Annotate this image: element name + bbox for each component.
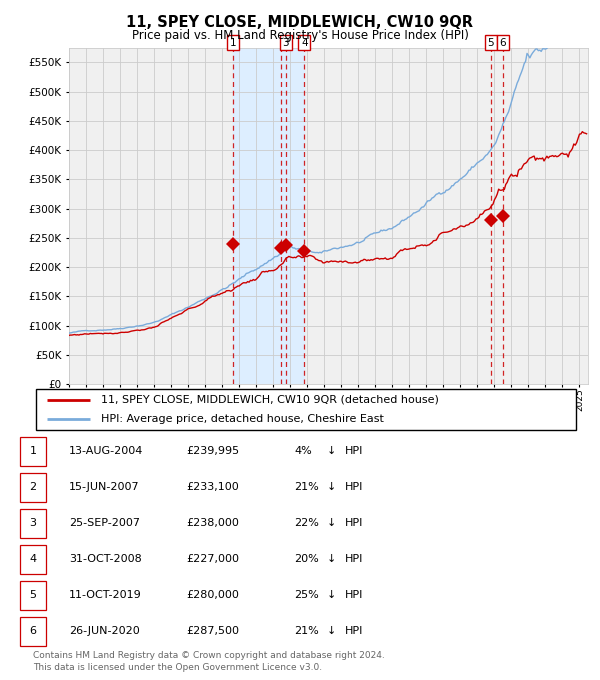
Text: 5: 5 xyxy=(29,590,37,600)
Text: HPI: HPI xyxy=(345,446,364,456)
Text: 31-OCT-2008: 31-OCT-2008 xyxy=(69,554,142,564)
Text: 25%: 25% xyxy=(294,590,319,600)
Text: 25-SEP-2007: 25-SEP-2007 xyxy=(69,518,140,528)
Text: 13-AUG-2004: 13-AUG-2004 xyxy=(69,446,143,456)
Text: 4: 4 xyxy=(29,554,37,564)
Text: £238,000: £238,000 xyxy=(186,518,239,528)
Text: 5: 5 xyxy=(487,37,494,48)
Text: ↓: ↓ xyxy=(327,590,337,600)
Text: HPI: HPI xyxy=(345,482,364,492)
Text: 11, SPEY CLOSE, MIDDLEWICH, CW10 9QR: 11, SPEY CLOSE, MIDDLEWICH, CW10 9QR xyxy=(127,15,473,30)
Text: £287,500: £287,500 xyxy=(186,626,239,636)
Text: HPI: HPI xyxy=(345,554,364,564)
Text: 3: 3 xyxy=(29,518,37,528)
Text: £280,000: £280,000 xyxy=(186,590,239,600)
Text: 15-JUN-2007: 15-JUN-2007 xyxy=(69,482,140,492)
Text: 6: 6 xyxy=(499,37,506,48)
Text: £227,000: £227,000 xyxy=(186,554,239,564)
Text: ↓: ↓ xyxy=(327,482,337,492)
Text: 1: 1 xyxy=(29,446,37,456)
Text: ↓: ↓ xyxy=(327,626,337,636)
Text: ↓: ↓ xyxy=(327,446,337,456)
Text: HPI: Average price, detached house, Cheshire East: HPI: Average price, detached house, Ches… xyxy=(101,413,383,424)
Text: Price paid vs. HM Land Registry's House Price Index (HPI): Price paid vs. HM Land Registry's House … xyxy=(131,29,469,42)
Text: ↓: ↓ xyxy=(327,518,337,528)
Text: 1: 1 xyxy=(229,37,236,48)
Text: HPI: HPI xyxy=(345,626,364,636)
Text: This data is licensed under the Open Government Licence v3.0.: This data is licensed under the Open Gov… xyxy=(33,663,322,672)
Text: 22%: 22% xyxy=(294,518,319,528)
FancyBboxPatch shape xyxy=(36,389,576,430)
Text: Contains HM Land Registry data © Crown copyright and database right 2024.: Contains HM Land Registry data © Crown c… xyxy=(33,651,385,660)
Text: 3: 3 xyxy=(283,37,289,48)
Text: 6: 6 xyxy=(29,626,37,636)
Text: 21%: 21% xyxy=(294,626,319,636)
Text: £233,100: £233,100 xyxy=(186,482,239,492)
Text: 4: 4 xyxy=(301,37,308,48)
Text: ↓: ↓ xyxy=(327,554,337,564)
Text: 26-JUN-2020: 26-JUN-2020 xyxy=(69,626,140,636)
Text: 4%: 4% xyxy=(294,446,312,456)
Text: £239,995: £239,995 xyxy=(186,446,239,456)
Text: 11, SPEY CLOSE, MIDDLEWICH, CW10 9QR (detached house): 11, SPEY CLOSE, MIDDLEWICH, CW10 9QR (de… xyxy=(101,395,439,405)
Text: 21%: 21% xyxy=(294,482,319,492)
Bar xyxy=(233,48,304,384)
Text: 20%: 20% xyxy=(294,554,319,564)
Text: HPI: HPI xyxy=(345,518,364,528)
Text: HPI: HPI xyxy=(345,590,364,600)
Text: 2: 2 xyxy=(29,482,37,492)
Text: 11-OCT-2019: 11-OCT-2019 xyxy=(69,590,142,600)
